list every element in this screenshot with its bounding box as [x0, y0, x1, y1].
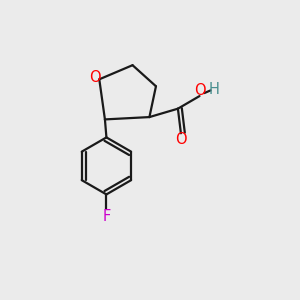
Text: H: H: [208, 82, 219, 97]
Text: O: O: [175, 132, 187, 147]
Text: O: O: [89, 70, 100, 85]
Text: F: F: [102, 208, 110, 224]
Text: O: O: [194, 83, 206, 98]
